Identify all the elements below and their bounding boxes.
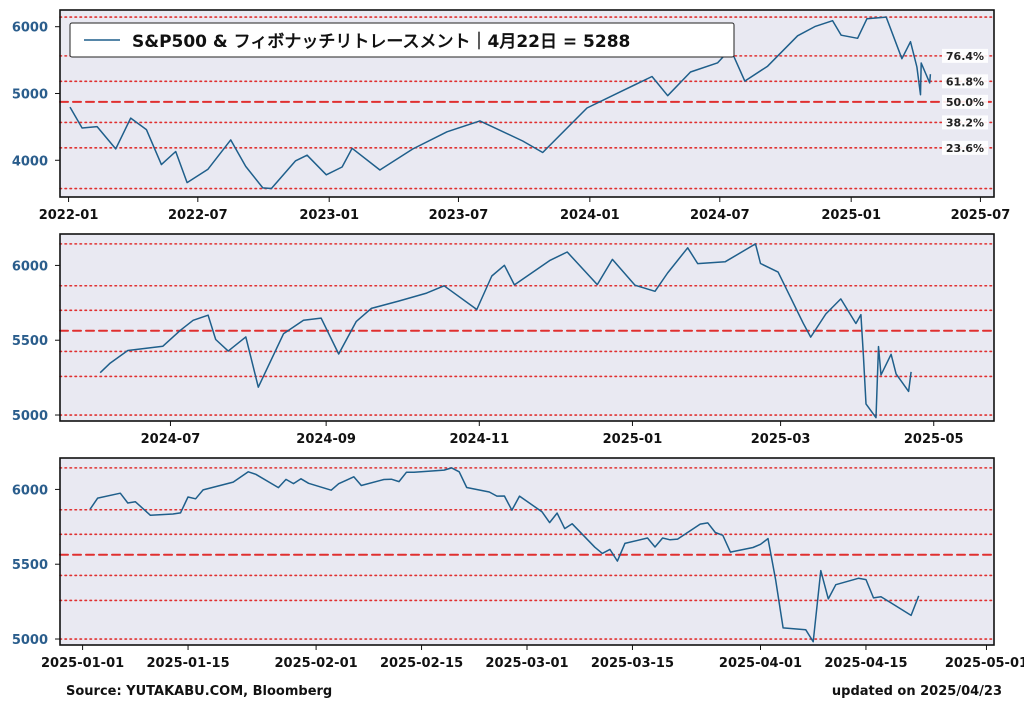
x-tick-label: 2025-02-01 bbox=[275, 656, 358, 671]
panel-1: 2022-01 2022-07 2023-01 2023-07 2024-01 2024-… bbox=[12, 9, 1011, 223]
panel-3: 2025-01-01 2025-01-15 2025-02-01 2025-02-15… bbox=[12, 457, 1024, 671]
x-tick-label: 2022-01 bbox=[39, 208, 99, 223]
x-tick-label: 2025-07 bbox=[951, 208, 1011, 223]
legend-label: S&P500 & フィボナッチリトレースメント｜4月22日 = 5288 bbox=[132, 31, 630, 52]
x-tick-label: 2025-05 bbox=[904, 432, 964, 447]
fib-label-bg bbox=[942, 115, 988, 130]
panel-2: 2024-07 2024-09 2024-11 2025-01 2025-03 2025-… bbox=[12, 233, 995, 447]
fib-label: 23.6% bbox=[946, 142, 984, 155]
x-tick-label: 2025-03 bbox=[751, 432, 811, 447]
x-tick-label: 2025-03-01 bbox=[485, 656, 568, 671]
x-tick-label: 2025-01 bbox=[821, 208, 881, 223]
x-tick-label: 2025-04-15 bbox=[824, 656, 907, 671]
x-tick-label: 2025-05-01 bbox=[945, 656, 1024, 671]
fib-label-bg bbox=[942, 74, 988, 89]
y-tick-label: 5500 bbox=[12, 334, 48, 349]
sp500-line bbox=[69, 16, 932, 190]
x-tick-label: 2022-07 bbox=[168, 208, 228, 223]
fib-label-bg bbox=[942, 48, 988, 63]
y-tick-label: 5500 bbox=[12, 558, 48, 573]
legend-box bbox=[69, 22, 735, 58]
x-tick-label: 2024-09 bbox=[296, 432, 356, 447]
fib-label: 76.4% bbox=[946, 50, 984, 63]
x-tick-label: 2025-02-15 bbox=[380, 656, 463, 671]
fib-label-bg bbox=[942, 140, 988, 155]
y-tick-label: 6000 bbox=[12, 21, 48, 36]
x-tick-label: 2025-04-01 bbox=[719, 656, 802, 671]
x-tick-label: 2024-07 bbox=[690, 208, 750, 223]
x-tick-label: 2024-07 bbox=[141, 432, 201, 447]
plot-frame bbox=[59, 233, 995, 422]
sp500-line bbox=[99, 243, 912, 419]
x-tick-label: 2023-07 bbox=[429, 208, 489, 223]
y-tick-label: 5000 bbox=[12, 87, 48, 102]
plot-area bbox=[60, 234, 994, 421]
x-tick-label: 2024-11 bbox=[449, 432, 509, 447]
x-tick-label: 2025-01-01 bbox=[41, 656, 124, 671]
fib-label-bg bbox=[942, 94, 988, 109]
y-tick-label: 6000 bbox=[12, 483, 48, 498]
x-tick-label: 2025-01 bbox=[603, 432, 663, 447]
y-tick-label: 5000 bbox=[12, 409, 48, 424]
x-tick-label: 2025-03-15 bbox=[591, 656, 674, 671]
x-tick-label: 2025-01-15 bbox=[146, 656, 229, 671]
fib-label: 38.2% bbox=[946, 116, 984, 129]
x-tick-label: 2023-01 bbox=[299, 208, 359, 223]
plot-area bbox=[60, 458, 994, 645]
x-tick-label: 2024-01 bbox=[560, 208, 620, 223]
y-tick-label: 4000 bbox=[12, 154, 48, 169]
fib-label: 50.0% bbox=[946, 96, 984, 109]
sp500-line bbox=[89, 467, 920, 643]
updated-note: updated on 2025/04/23 bbox=[831, 684, 1002, 699]
plot-frame bbox=[59, 9, 995, 198]
source-note: Source: YUTAKABU.COM, Bloomberg bbox=[66, 684, 333, 699]
y-tick-label: 6000 bbox=[12, 259, 48, 274]
fib-label: 61.8% bbox=[946, 75, 984, 88]
y-tick-label: 5000 bbox=[12, 633, 48, 648]
